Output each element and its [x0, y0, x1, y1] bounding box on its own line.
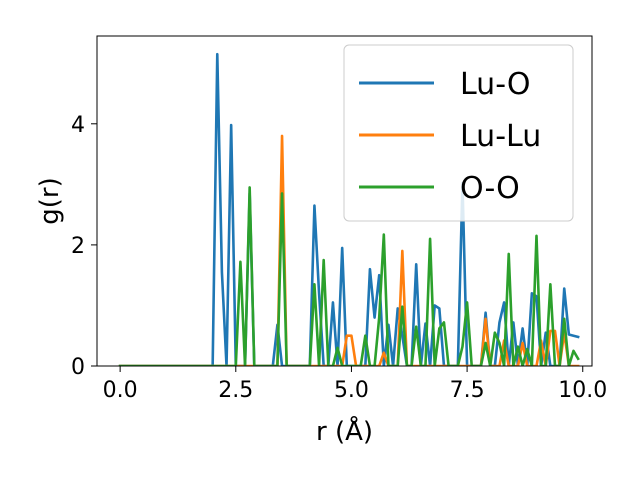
- plot-frame: [96, 35, 593, 367]
- legend-box: [343, 44, 574, 222]
- x-axis-label: r (Å): [316, 415, 373, 447]
- x-axis: 0.0 2.5 5.0 7.5 10.0: [103, 366, 607, 403]
- x-tick-label: 2.5: [218, 378, 253, 403]
- legend-label: O-O: [460, 171, 520, 206]
- y-axis-label: g(r): [35, 177, 65, 224]
- legend-label: Lu-Lu: [460, 119, 541, 154]
- x-tick-label: 5.0: [334, 378, 369, 403]
- y-tick-label: 2: [71, 234, 85, 259]
- x-tick-label: 0.0: [103, 378, 138, 403]
- x-tick-label: 7.5: [450, 378, 485, 403]
- x-tick-label: 10.0: [558, 378, 607, 403]
- legend: Lu-O Lu-Lu O-O: [343, 44, 574, 222]
- y-axis: 0 2 4: [71, 113, 97, 380]
- y-tick-label: 4: [71, 113, 85, 138]
- series-layer: [118, 52, 580, 366]
- y-tick-label: 0: [71, 355, 85, 380]
- series-line-o-o: [118, 186, 580, 366]
- legend-label: Lu-O: [460, 67, 530, 102]
